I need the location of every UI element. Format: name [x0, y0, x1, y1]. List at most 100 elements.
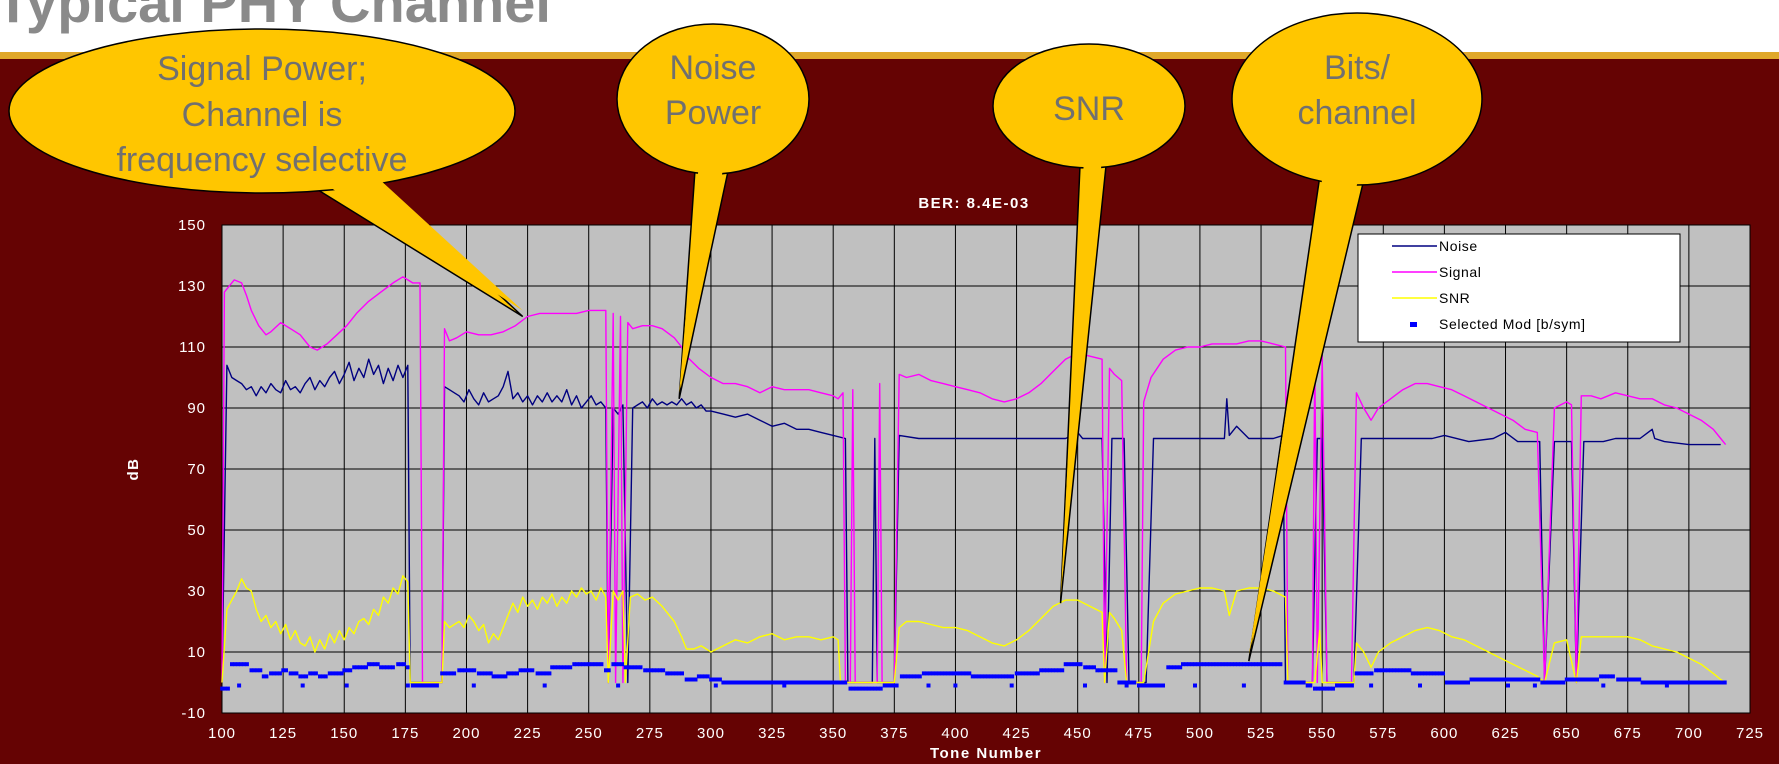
mod-marker: [909, 674, 913, 679]
mod-marker: [611, 662, 615, 667]
mod-marker: [1602, 674, 1606, 679]
mod-marker: [902, 674, 907, 679]
mod-marker: [1589, 677, 1593, 682]
mod-marker: [979, 674, 984, 679]
callout-snr: SNR: [992, 43, 1186, 604]
mod-marker: [333, 671, 338, 676]
mod-marker: [782, 683, 787, 688]
mod-marker: [1110, 668, 1115, 673]
mod-marker: [800, 680, 805, 685]
mod-marker: [895, 683, 899, 688]
mod-marker: [1383, 668, 1387, 673]
mod-marker: [607, 668, 611, 673]
mod-marker: [785, 680, 790, 685]
mod-marker: [500, 674, 505, 679]
mod-marker: [1478, 677, 1483, 682]
y-tick-label: 110: [179, 339, 206, 356]
x-tick-label: 450: [1064, 725, 1092, 742]
mod-marker: [1158, 683, 1162, 688]
mod-marker: [1622, 677, 1626, 682]
mod-marker: [863, 686, 868, 691]
mod-marker: [819, 680, 823, 685]
mod-marker: [983, 674, 987, 679]
mod-marker: [366, 662, 371, 667]
mod-marker: [696, 674, 701, 679]
mod-marker: [1014, 671, 1019, 676]
mod-marker: [1169, 665, 1173, 670]
mod-marker: [530, 668, 535, 673]
mod-marker: [402, 662, 406, 667]
mod-marker: [239, 662, 243, 667]
mod-marker: [1608, 674, 1612, 679]
mod-marker: [1515, 677, 1519, 682]
mod-marker: [1095, 668, 1099, 673]
mod-marker: [1583, 677, 1587, 682]
mod-marker: [1308, 683, 1313, 688]
mod-marker: [1634, 677, 1639, 682]
mod-marker: [687, 677, 692, 682]
mod-marker: [1124, 683, 1129, 688]
mod-marker: [1007, 674, 1011, 679]
title-underline: [0, 52, 1779, 59]
mod-marker: [294, 671, 299, 676]
mod-marker: [1086, 665, 1090, 670]
mod-marker: [281, 668, 285, 673]
mod-marker: [417, 683, 421, 688]
tick-labels: 100 125 150 175 200 225 250 275 300 325 350 375 400 4…: [178, 217, 1764, 742]
mod-marker: [661, 668, 666, 673]
mod-marker: [718, 677, 722, 682]
mod-marker: [970, 674, 975, 679]
mod-marker: [604, 668, 608, 673]
mod-marker: [891, 683, 896, 688]
mod-marker: [572, 662, 576, 667]
mod-marker: [1524, 677, 1529, 682]
mod-marker: [931, 671, 935, 676]
mod-marker: [779, 680, 783, 685]
mod-marker: [623, 665, 628, 670]
mod-marker: [1445, 680, 1449, 685]
legend-entry: Noise: [1439, 238, 1478, 254]
mod-marker: [1720, 680, 1724, 685]
mod-marker: [355, 665, 359, 670]
mod-marker: [1595, 677, 1599, 682]
mod-marker: [1497, 677, 1501, 682]
mod-marker: [559, 665, 563, 670]
mod-marker: [1181, 662, 1185, 667]
mod-marker: [1023, 671, 1028, 676]
mod-marker: [1392, 668, 1397, 673]
x-tick-label: 150: [330, 725, 358, 742]
mod-marker: [1555, 680, 1560, 685]
y-tick-label: 150: [178, 217, 206, 234]
mod-marker: [1536, 677, 1541, 682]
x-tick-label: 725: [1736, 725, 1764, 742]
mod-marker: [553, 665, 557, 670]
mod-marker: [955, 671, 960, 676]
mod-marker: [1223, 662, 1228, 667]
mod-marker: [1401, 668, 1406, 673]
slide-title: Typical PHY Channel: [0, 0, 551, 34]
mod-marker: [1299, 680, 1303, 685]
mod-marker: [429, 683, 433, 688]
mod-marker: [314, 671, 318, 676]
callout-text: Power: [665, 94, 761, 132]
mod-marker: [748, 680, 753, 685]
x-tick-label: 500: [1186, 725, 1214, 742]
mod-marker: [1564, 677, 1569, 682]
mod-marker: [712, 677, 716, 682]
mod-marker: [542, 683, 547, 688]
mod-marker: [1466, 680, 1470, 685]
mod-marker: [680, 671, 684, 676]
mod-marker: [961, 671, 966, 676]
mod-marker: [632, 665, 637, 670]
mod-marker: [1146, 683, 1150, 688]
mod-marker: [1054, 668, 1059, 673]
x-tick-label: 550: [1308, 725, 1336, 742]
mod-marker: [1686, 680, 1691, 685]
mod-marker: [1335, 683, 1339, 688]
mod-marker: [1152, 683, 1156, 688]
mod-marker: [888, 683, 893, 688]
mod-marker: [223, 686, 227, 691]
callout-text: Signal Power;: [157, 50, 367, 88]
mod-marker: [816, 680, 820, 685]
mod-marker: [463, 668, 468, 673]
